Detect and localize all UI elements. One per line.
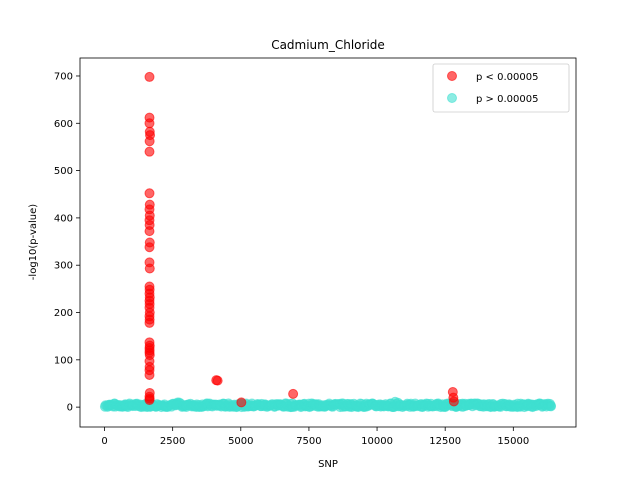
x-tick-label: 7500 — [296, 436, 321, 447]
chart-title: Cadmium_Chloride — [271, 38, 385, 52]
y-tick-label: 300 — [54, 261, 73, 272]
legend-box — [432, 63, 570, 113]
data-point-significant — [144, 146, 155, 157]
data-point-significant — [288, 388, 299, 399]
legend-marker-teal — [447, 93, 457, 103]
legend-marker-red — [447, 71, 457, 81]
x-axis-label: SNP — [318, 459, 338, 470]
data-point-significant — [144, 263, 155, 274]
data-point-significant — [212, 375, 223, 386]
data-point-significant — [144, 395, 155, 406]
legend-label-red: p < 0.00005 — [476, 72, 538, 83]
y-axis: 0 100 200 300 400 500 600 700 — [54, 71, 80, 414]
y-axis-label: -log10(p-value) — [28, 204, 39, 280]
data-point-significant — [448, 396, 459, 407]
data-point-significant — [144, 118, 155, 129]
axes-frame — [79, 57, 577, 428]
y-tick-label: 500 — [54, 166, 73, 177]
data-point-nonsignificant — [545, 401, 556, 412]
x-tick-label: 5000 — [228, 436, 253, 447]
data-point-significant — [144, 188, 155, 199]
x-axis: 0 2500 5000 7500 10000 12500 15000 — [101, 427, 529, 447]
data-point-significant — [144, 226, 155, 237]
legend-label-teal: p > 0.00005 — [476, 94, 538, 105]
y-tick-label: 100 — [54, 355, 73, 366]
y-tick-label: 200 — [54, 308, 73, 319]
series-red-points — [144, 71, 459, 408]
data-point-significant — [144, 317, 155, 328]
data-point-significant — [144, 136, 155, 147]
data-point-significant — [144, 242, 155, 253]
y-tick-label: 0 — [67, 403, 73, 414]
data-point-significant — [144, 369, 155, 380]
x-tick-label: 15000 — [497, 436, 529, 447]
y-tick-label: 400 — [54, 213, 73, 224]
legend: p < 0.00005 p > 0.00005 — [432, 63, 570, 113]
y-tick-label: 600 — [54, 119, 73, 130]
data-point-significant — [144, 71, 155, 82]
x-tick-label: 2500 — [160, 436, 185, 447]
data-point-significant — [236, 397, 247, 408]
plot-area — [99, 71, 556, 413]
x-tick-label: 0 — [101, 436, 107, 447]
series-teal-points — [99, 396, 556, 413]
y-tick-label: 700 — [54, 71, 73, 82]
x-tick-label: 12500 — [429, 436, 461, 447]
x-tick-label: 10000 — [361, 436, 393, 447]
